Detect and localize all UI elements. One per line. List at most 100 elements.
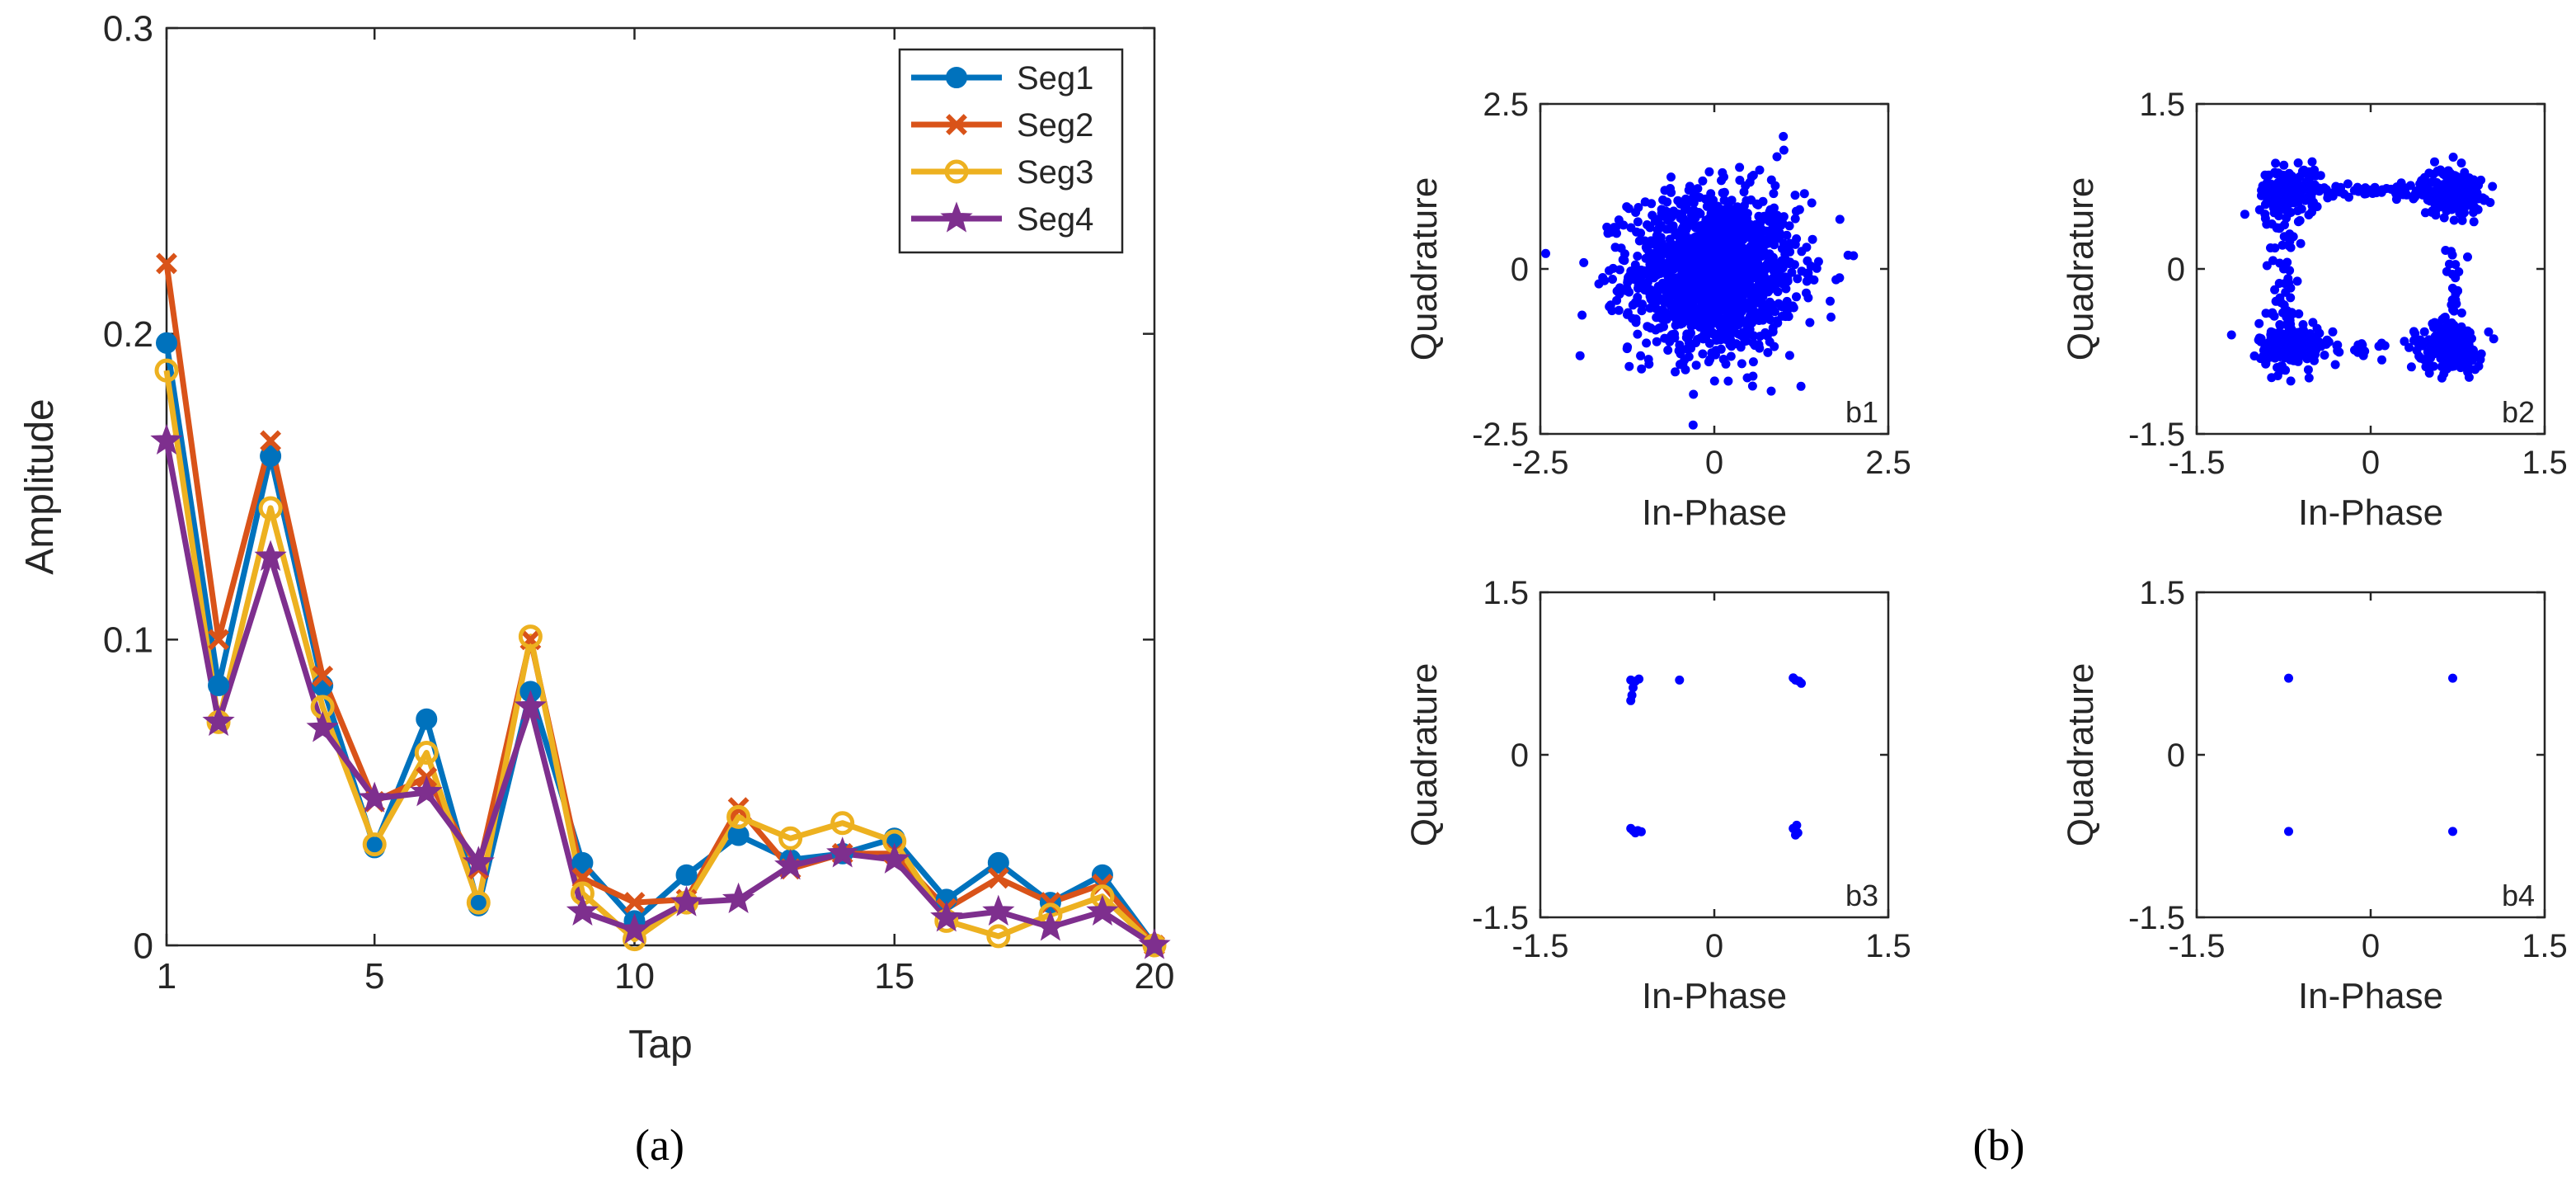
scatter-point (1758, 214, 1768, 224)
scatter-point (1771, 274, 1781, 284)
scatter-point (1626, 695, 1636, 705)
scatter-point (1626, 223, 1636, 233)
scatter-point (1666, 276, 1676, 286)
data-point-seg1 (156, 332, 177, 354)
scatter-point (1652, 260, 1662, 270)
chart-b3-ytick-label: 0 (1511, 737, 1529, 774)
scatter-point (1826, 312, 1836, 322)
scatter-point (1803, 268, 1813, 278)
scatter-point (1640, 197, 1650, 207)
scatter-point (1666, 172, 1676, 182)
data-point-seg2 (987, 867, 1009, 889)
chart-b4: -1.5 0 1.5 -1.5 0 1.5 In-Phase Quadrature b4 (2061, 575, 2568, 1016)
scatter-point (2394, 183, 2404, 193)
scatter-point (1747, 381, 1757, 391)
scatter-point (2334, 347, 2344, 357)
scatter-point (1618, 255, 1628, 265)
data-point-seg3 (466, 890, 491, 915)
scatter-point (1579, 257, 1589, 267)
chart-b4-panel-label: b4 (2502, 879, 2535, 912)
scatter-point (1767, 300, 1777, 310)
chart-a-ytick-label: 0.3 (103, 8, 153, 49)
scatter-point (1759, 287, 1769, 297)
chart-b1-xlabel: In-Phase (1642, 492, 1787, 533)
scatter-point (1695, 192, 1704, 202)
scatter-point (1652, 313, 1662, 323)
legend-marker-seg1 (946, 67, 967, 88)
scatter-point (1676, 360, 1685, 370)
scatter-point (2279, 264, 2288, 274)
scatter-point (1688, 212, 1698, 222)
scatter-point (1686, 328, 1695, 338)
chart-b3-panel-label: b3 (1845, 879, 1878, 912)
chart-a: 1 5 10 15 2000.10.20.3TapAmplitudeSeg1Seg2Se… (18, 8, 1174, 1067)
scatter-point (2273, 337, 2282, 346)
scatter-point (2249, 351, 2259, 360)
scatter-point (2275, 320, 2285, 329)
scatter-point (1688, 420, 1698, 430)
scatter-point (2259, 185, 2269, 195)
scatter-point (1734, 329, 1744, 339)
scatter-point (2274, 211, 2283, 221)
scatter-point (1772, 152, 1782, 162)
scatter-point (1603, 229, 1613, 238)
scatter-point (1695, 283, 1704, 293)
data-point-seg1 (416, 708, 438, 730)
scatter-point (1633, 298, 1643, 308)
scatter-point (2275, 293, 2285, 303)
scatter-point (1687, 234, 1697, 244)
data-point-seg4 (618, 912, 651, 945)
scatter-point (1791, 206, 1801, 216)
scatter-point (2305, 344, 2315, 354)
scatter-point (1677, 269, 1687, 278)
scatter-point (1709, 376, 1719, 386)
scatter-point (1643, 322, 1652, 332)
caption-b: (b) (1973, 1120, 2025, 1170)
data-point-seg4 (514, 690, 547, 721)
scatter-point (2419, 172, 2429, 182)
data-point-seg3 (414, 740, 439, 765)
scatter-point (2270, 191, 2280, 200)
scatter-point (1792, 292, 1801, 302)
scatter-point (2439, 354, 2448, 364)
scatter-point (1792, 234, 1802, 243)
scatter-point (2447, 341, 2456, 351)
scatter-point (1761, 278, 1771, 288)
scatter-point (1745, 303, 1755, 313)
scatter-point (2415, 179, 2425, 189)
chart-b3-xlabel: In-Phase (1642, 976, 1787, 1016)
scatter-point (1612, 229, 1621, 238)
scatter-point (1676, 213, 1685, 223)
scatter-point (1687, 252, 1697, 262)
scatter-point (2260, 346, 2270, 356)
scatter-point (1735, 176, 1745, 185)
scatter-point (1770, 342, 1779, 351)
scatter-point (1608, 275, 1617, 284)
chart-b2-ylabel: Quadrature (2061, 177, 2101, 361)
scatter-point (1742, 214, 1752, 224)
scatter-point (2406, 362, 2416, 372)
scatter-point (2435, 192, 2445, 202)
scatter-point (1645, 223, 1655, 233)
scatter-point (2331, 181, 2341, 191)
data-point-seg3 (362, 832, 387, 857)
scatter-point (1645, 304, 1655, 313)
legend-label-seg1: Seg1 (1017, 60, 1093, 97)
scatter-point (2404, 342, 2414, 352)
scatter-point (1691, 360, 1701, 370)
scatter-point (2437, 362, 2447, 371)
scatter-point (1744, 318, 1754, 328)
scatter-point (1665, 269, 1675, 279)
chart-a-xtick-label: 5 (364, 956, 384, 997)
scatter-point (1631, 208, 1641, 217)
scatter-point (1784, 241, 1793, 251)
scatter-point (1723, 202, 1732, 212)
chart-a-frame (165, 26, 1156, 947)
scatter-point (1737, 307, 1746, 317)
data-point-seg4 (566, 894, 599, 926)
chart-a-ytick-label: 0.1 (103, 620, 153, 661)
scatter-point (1718, 275, 1728, 285)
data-point-seg4 (1086, 894, 1119, 926)
scatter-point (2270, 347, 2279, 357)
